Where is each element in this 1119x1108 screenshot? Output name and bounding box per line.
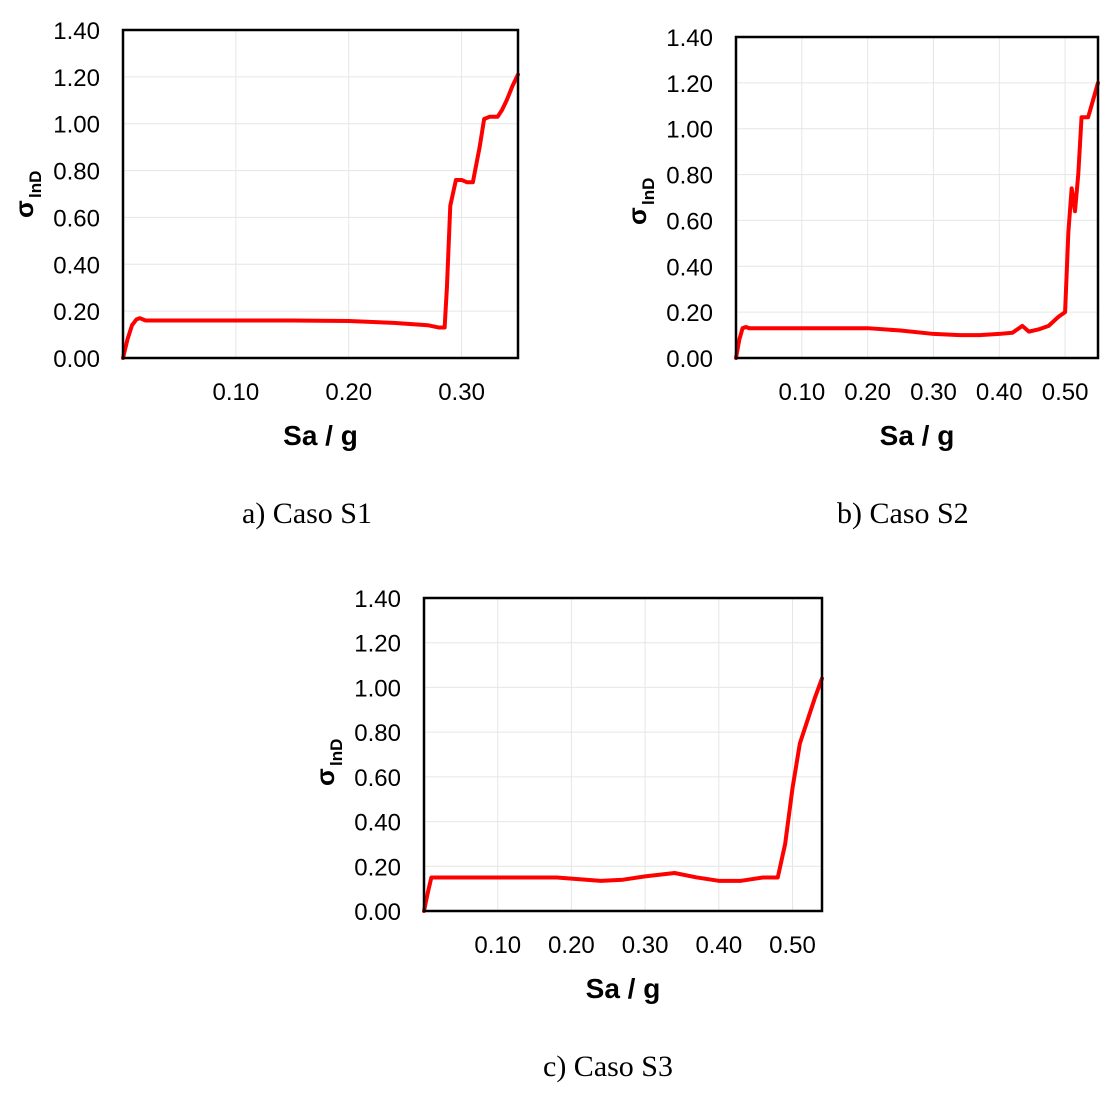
chart-c-ytick-label: 1.40	[354, 586, 401, 613]
chart-c-plot-frame	[422, 596, 824, 913]
chart-panel-c: 0.00 0.20 0.40 0.60 0.80 1.00 1.20 1.40 0.10 0.20…	[300, 560, 840, 1108]
chart-b-ytick-label: 1.40	[666, 25, 713, 52]
chart-b-xtick-label: 0.10	[778, 379, 825, 406]
chart-c-y-axis-symbol: σ	[310, 768, 340, 786]
chart-b-y-axis-subscript: lnD	[639, 178, 658, 205]
chart-b-xtick-label: 0.20	[844, 379, 891, 406]
chart-a-y-axis-label: σ lnD	[9, 171, 45, 218]
chart-a-y-axis-symbol: σ	[9, 200, 39, 218]
chart-b-y-axis-label: σ lnD	[622, 178, 658, 225]
chart-c-y-axis-label: σ lnD	[310, 739, 346, 786]
chart-b-caption: b) Caso S2	[837, 497, 969, 530]
chart-b-xtick-label: 0.50	[1042, 379, 1089, 406]
chart-b-x-axis-label: Sa / g	[880, 420, 955, 451]
chart-panel-b: 0.00 0.20 0.40 0.60 0.80 1.00 1.20 1.40 0.10 0.20…	[600, 0, 1119, 540]
chart-a-x-axis-label: Sa / g	[283, 420, 358, 451]
chart-c-series-line	[422, 676, 824, 913]
chart-b-ytick-label: 0.00	[666, 346, 713, 373]
chart-a-ytick-label: 1.00	[53, 112, 100, 139]
chart-c-ytick-label: 0.20	[354, 854, 401, 881]
chart-b-xtick-label: 0.30	[910, 379, 957, 406]
chart-a-ytick-label: 0.20	[53, 299, 100, 326]
chart-c-xtick-label: 0.10	[474, 932, 521, 959]
chart-b-ytick-label: 0.80	[666, 163, 713, 190]
chart-a-xtick-label: 0.10	[212, 379, 259, 406]
chart-b-xtick-label: 0.40	[976, 379, 1023, 406]
chart-b-ytick-label: 0.20	[666, 300, 713, 327]
chart-b-series-line	[734, 80, 1100, 360]
chart-c-ytick-label: 0.00	[354, 899, 401, 926]
chart-c-ytick-label: 0.80	[354, 720, 401, 747]
chart-panel-a: 0.00 0.20 0.40 0.60 0.80 1.00 1.20 1.40 0.10 0.20…	[0, 0, 540, 540]
chart-b-ytick-label: 0.60	[666, 208, 713, 235]
chart-a-ytick-label: 0.40	[53, 252, 100, 279]
chart-a-y-axis-subscript: lnD	[26, 171, 45, 198]
chart-c-xtick-label: 0.20	[548, 932, 595, 959]
chart-c-xtick-label: 0.30	[622, 932, 669, 959]
chart-c-ytick-label: 1.20	[354, 631, 401, 658]
chart-c-ytick-label: 1.00	[354, 675, 401, 702]
chart-a-ytick-label: 1.40	[53, 18, 100, 45]
chart-b-ytick-label: 0.40	[666, 254, 713, 281]
chart-a-caption: a) Caso S1	[242, 497, 372, 530]
chart-a-series-line	[121, 72, 520, 360]
chart-c-ytick-label: 0.40	[354, 810, 401, 837]
chart-a-ytick-label: 0.60	[53, 205, 100, 232]
chart-b-ytick-label: 1.00	[666, 117, 713, 144]
chart-b-ytick-label: 1.20	[666, 71, 713, 98]
chart-a-xtick-label: 0.20	[325, 379, 372, 406]
chart-a-plot-frame	[121, 28, 520, 360]
chart-b-y-axis-symbol: σ	[622, 207, 652, 225]
chart-b-plot-frame	[734, 35, 1100, 360]
chart-b-svg: 0.00 0.20 0.40 0.60 0.80 1.00 1.20 1.40 0.10 0.20…	[622, 25, 1100, 451]
chart-a-ytick-label: 0.00	[53, 346, 100, 373]
chart-c-xtick-label: 0.40	[695, 932, 742, 959]
chart-c-x-axis-label: Sa / g	[586, 973, 661, 1004]
chart-c-xtick-label: 0.50	[769, 932, 816, 959]
chart-a-xtick-label: 0.30	[438, 379, 485, 406]
chart-a-ytick-label: 0.80	[53, 159, 100, 186]
chart-c-caption: c) Caso S3	[543, 1050, 673, 1083]
chart-c-ytick-label: 0.60	[354, 765, 401, 792]
chart-c-y-axis-subscript: lnD	[327, 739, 346, 766]
chart-a-svg: 0.00 0.20 0.40 0.60 0.80 1.00 1.20 1.40 0.10 0.20…	[9, 18, 520, 451]
chart-c-svg: 0.00 0.20 0.40 0.60 0.80 1.00 1.20 1.40 0.10 0.20…	[310, 586, 824, 1004]
chart-a-ytick-label: 1.20	[53, 65, 100, 92]
